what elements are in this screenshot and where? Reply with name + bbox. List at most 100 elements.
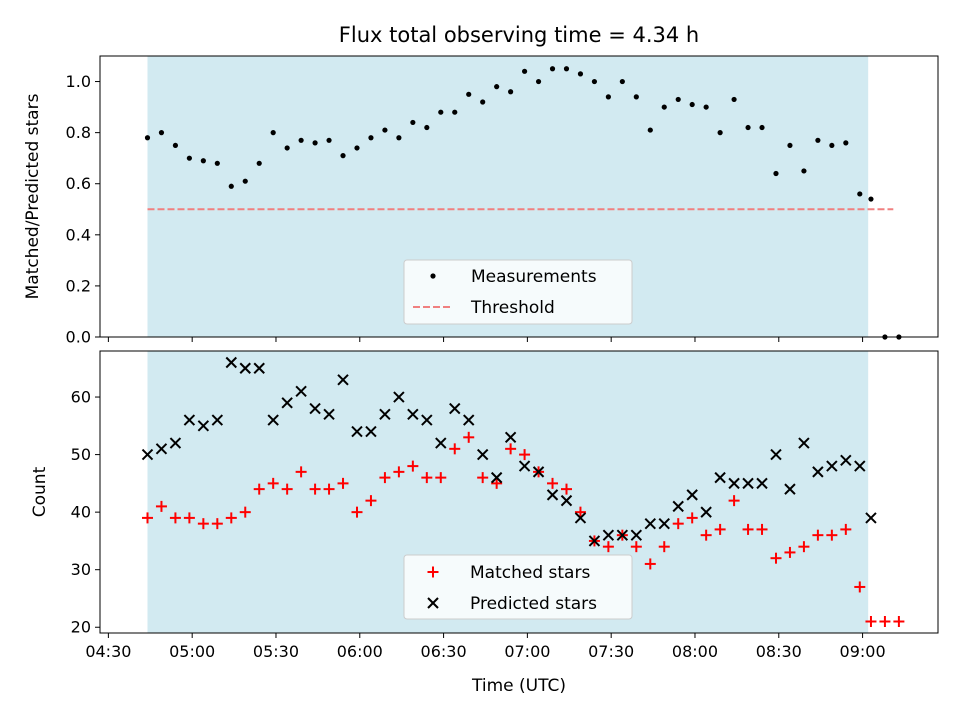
count-legend: Matched stars Predicted stars [403,554,633,620]
matched-star-point [309,483,321,495]
matched-star-point [879,615,891,627]
legend-predicted-label: Predicted stars [470,594,597,614]
matched-star-point [728,495,740,507]
measurement-point [452,109,458,115]
predicted-star-point [574,512,587,524]
matched-star-point [435,472,447,484]
matched-star-point [211,518,223,530]
measurement-point [563,66,570,72]
matched-star-point [756,523,768,535]
matched-star-point [421,472,433,484]
predicted-stars-points [141,356,877,547]
matched-star-point [267,477,279,489]
matched-star-point [770,552,782,564]
predicted-star-point [672,500,684,513]
predicted-star-point [476,448,489,461]
legend-matched-marker [427,566,439,578]
matched-star-point [183,512,195,524]
measurement-point [326,137,332,143]
matched-star-point [644,558,656,570]
predicted-star-point [379,408,391,421]
predicted-star-point [407,408,419,421]
y-tick-label: 40 [71,503,91,522]
predicted-star-point [865,512,877,524]
matched-star-point [658,541,670,553]
measurement-point [368,135,374,141]
measurement-point [759,124,765,131]
measurement-point [214,160,220,166]
matched-star-point [840,523,852,535]
measurement-point [186,155,192,161]
x-tick-label: 06:30 [421,642,467,661]
ratio-legend: Measurements Threshold [403,259,633,325]
matched-star-point [323,483,335,495]
predicted-star-point [225,356,237,369]
predicted-star-point [756,477,768,490]
predicted-star-point [197,420,210,432]
measurement-point [144,135,151,141]
y-tick-label: 0.2 [66,276,91,295]
predicted-star-point [532,466,545,478]
predicted-star-point [490,471,503,484]
predicted-star-point [183,414,196,426]
predicted-star-point [686,489,698,501]
predicted-star-point [449,402,461,415]
measurement-point [773,170,779,177]
measurement-point [661,104,667,110]
matched-star-point [686,512,698,524]
measurement-point [591,78,598,85]
measurement-point [508,89,514,95]
y-tick-label: 30 [71,560,91,579]
matched-star-point [169,512,181,524]
ratio-panel: 0.0 0.2 0.4 0.6 0.8 1.0 Flux total observing … [23,23,939,347]
measurement-point [829,142,835,149]
matched-star-point [826,529,838,541]
measurement-point [480,99,486,105]
y-tick-label: 1.0 [66,72,91,91]
measurement-point [605,94,611,100]
measurement-point [312,140,318,146]
matched-star-point [812,529,824,541]
measurement-point [815,137,821,143]
legend-matched-label: Matched stars [470,563,590,583]
y-tick-label: 20 [71,618,91,637]
measurement-point [172,142,179,149]
count-y-axis-label: Count [30,466,50,517]
measurement-point [857,191,863,197]
matched-star-point [547,477,559,489]
matched-star-point [714,523,726,535]
matched-star-point [630,541,642,553]
measurement-point [801,168,807,174]
matched-star-point [337,477,349,489]
measurement-point [868,196,874,202]
measurement-point [843,140,849,146]
predicted-star-point [393,391,405,403]
measurement-point [745,124,751,131]
matched-star-point [672,518,684,530]
measurement-point [410,119,416,126]
x-tick-label: 07:30 [588,642,634,661]
matched-star-point [519,449,531,461]
measurement-points [144,66,902,340]
predicted-star-point [253,362,265,374]
measurement-point [270,130,276,136]
matched-star-point [865,615,877,627]
measurement-point [354,145,360,151]
predicted-star-point [714,471,726,484]
matched-star-point [295,466,307,478]
ratio-x-ticks [107,337,864,342]
predicted-star-point [546,489,559,501]
matched-star-point [602,541,614,553]
chart-title: Flux total observing time = 4.34 h [339,23,699,47]
legend-plus-marker [427,566,439,578]
matched-star-point [253,483,265,495]
predicted-star-point [421,414,433,426]
matched-star-point [197,518,209,530]
count-y-ticks: 20 30 40 50 60 [71,388,100,637]
predicted-star-point [337,374,349,386]
matched-star-point [141,512,153,524]
matched-star-point [351,506,363,518]
predicted-star-point [700,506,712,518]
measurement-point [228,183,234,189]
